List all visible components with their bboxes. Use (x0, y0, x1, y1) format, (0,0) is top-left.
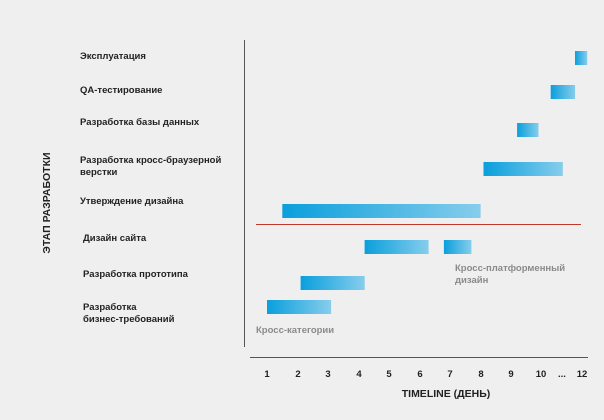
x-tick-label: 9 (508, 369, 513, 380)
category-label: Эксплуатация (80, 51, 146, 62)
task-bar (550, 85, 576, 99)
y-axis-title: ЭТАП РАЗРАБОТКИ (41, 152, 53, 253)
x-tick-label: 6 (417, 369, 422, 380)
x-tick-label: 10 (536, 369, 547, 380)
category-label: Разработка прототипа (83, 269, 189, 280)
category-label: QA-тестирование (80, 85, 162, 96)
category-label: Дизайн сайта (83, 233, 147, 244)
task-bar (517, 123, 539, 137)
task-bar (282, 204, 481, 218)
task-bar (300, 276, 365, 290)
annotation-label: Кросс-категории (256, 325, 334, 336)
x-tick-label: 1 (264, 369, 270, 380)
category-label-line: Эксплуатация (80, 51, 146, 62)
task-bar (443, 240, 472, 254)
category-label-line: QA-тестирование (80, 85, 162, 96)
task-bar (483, 162, 563, 176)
category-label-line: верстки (80, 167, 117, 178)
task-bar (364, 240, 429, 254)
x-tick-label: 3 (325, 369, 330, 380)
category-label-line: Дизайн сайта (83, 233, 147, 244)
x-tick-label: 12 (577, 369, 588, 380)
x-tick-label: 5 (386, 369, 392, 380)
x-tick-label: 7 (447, 369, 452, 380)
category-label: Разработка кросс-браузерной верстки (80, 155, 221, 178)
annotation-line: Кросс-категории (256, 325, 334, 336)
category-label-line: Утверждение дизайна (80, 196, 184, 207)
x-tick-label: ... (558, 369, 566, 380)
annotations-group: Кросс-категории Кросс-платформенный дизайн (256, 263, 565, 336)
annotation-label: Кросс-платформенный дизайн (455, 263, 565, 286)
x-tick-labels: 1 2 3 4 5 6 7 8 9 10... 12 (264, 369, 587, 380)
x-tick-label: 8 (478, 369, 483, 380)
category-labels: Эксплуатация QA-тестирование Разработка ба… (80, 51, 221, 325)
task-bar (267, 300, 332, 314)
category-label-line: Разработка базы данных (80, 117, 200, 128)
category-label-line: бизнес-требований (83, 314, 175, 325)
category-label: Разработка базы данных (80, 117, 200, 128)
task-bar (575, 51, 588, 65)
x-tick-label: 4 (356, 369, 362, 380)
category-label: Разработка бизнес-требований (83, 302, 175, 325)
bars-group (267, 51, 588, 314)
category-label-line: Разработка (83, 302, 137, 313)
x-axis-title: TIMELINE (ДЕНЬ) (402, 388, 491, 400)
x-tick-label: 2 (295, 369, 300, 380)
annotation-line: дизайн (455, 275, 489, 286)
annotation-line: Кросс-платформенный (455, 263, 565, 274)
category-label: Утверждение дизайна (80, 196, 184, 207)
category-label-line: Разработка прототипа (83, 269, 189, 280)
category-label-line: Разработка кросс-браузерной (80, 155, 221, 166)
